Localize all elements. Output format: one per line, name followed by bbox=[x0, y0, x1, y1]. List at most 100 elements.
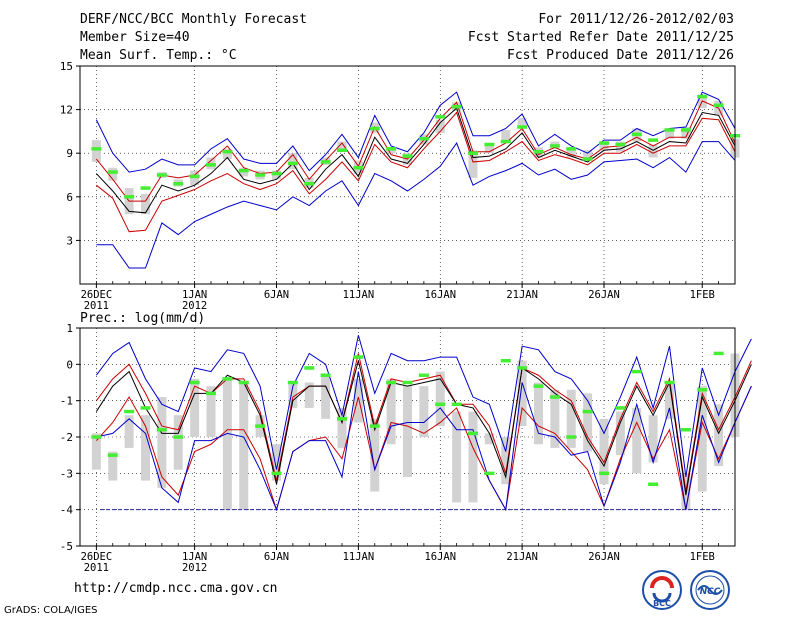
spread-box bbox=[272, 444, 281, 481]
spread-box bbox=[141, 193, 150, 215]
y-tick-label: 6 bbox=[66, 191, 73, 204]
spread-box bbox=[452, 411, 462, 503]
spread-box bbox=[435, 371, 445, 427]
spread-box bbox=[206, 386, 216, 437]
spread-box bbox=[403, 386, 412, 477]
spread-box bbox=[697, 97, 707, 109]
series-min-line bbox=[96, 141, 736, 269]
spread-box bbox=[288, 153, 298, 170]
spread-box bbox=[648, 415, 658, 463]
spread-box bbox=[599, 141, 609, 151]
spread-box bbox=[665, 382, 674, 419]
x-tick-label: 21JAN bbox=[506, 289, 538, 301]
logos: BCC NCC bbox=[642, 570, 730, 610]
x-tick-label: 21JAN bbox=[506, 551, 538, 563]
series-mean-line bbox=[96, 107, 736, 214]
spread-box bbox=[648, 144, 658, 158]
spread-box bbox=[632, 407, 642, 474]
series-upper-line bbox=[95, 100, 736, 202]
spread-box bbox=[419, 386, 429, 437]
spread-box bbox=[501, 129, 511, 144]
spread-box bbox=[141, 415, 150, 481]
variable-label: Mean Surf. Temp.: °C bbox=[80, 48, 237, 63]
spread-box bbox=[665, 129, 674, 139]
y-tick-label: -2 bbox=[60, 431, 73, 444]
spread-box bbox=[370, 418, 380, 492]
x-tick-label: 11JAN bbox=[343, 289, 375, 301]
spread-box bbox=[468, 150, 478, 178]
spread-box bbox=[550, 389, 560, 448]
spread-box bbox=[353, 378, 363, 423]
x-tick-label: 1JAN bbox=[182, 551, 207, 563]
spread-box bbox=[288, 382, 298, 408]
series-lower-line bbox=[96, 111, 736, 233]
y-tick-label: -1 bbox=[60, 395, 73, 408]
series-max-line bbox=[95, 91, 736, 173]
spread-box bbox=[484, 433, 494, 445]
spread-box bbox=[615, 411, 625, 456]
spread-box bbox=[222, 148, 232, 160]
x-tick-label: 6JAN bbox=[264, 289, 289, 301]
spread-box bbox=[468, 411, 478, 503]
spread-box bbox=[484, 144, 494, 154]
x-tick-label: 16JAN bbox=[424, 289, 456, 301]
x-tick-label: 1FEB bbox=[690, 289, 715, 301]
started-date: Fcst Started Refer Date 2011/12/25 bbox=[467, 30, 734, 45]
spread-box bbox=[157, 397, 167, 488]
y-tick-label: 3 bbox=[66, 234, 73, 247]
x-tick-label: 26DEC bbox=[81, 551, 113, 563]
series-mean-line bbox=[95, 360, 752, 496]
spread-box bbox=[337, 407, 347, 448]
series-max-line bbox=[95, 335, 752, 478]
plot-frame bbox=[79, 65, 736, 285]
y-tick-label: 12 bbox=[60, 104, 73, 117]
spread-box bbox=[714, 404, 724, 467]
x-tick-label: 16JAN bbox=[424, 551, 456, 563]
ncc-logo: NCC bbox=[690, 570, 730, 610]
forecast-period: For 2011/12/26-2012/02/03 bbox=[538, 12, 734, 27]
spread-box bbox=[697, 386, 707, 492]
precip-panel-label: Prec.: log(mm/d) bbox=[80, 311, 206, 326]
spread-box bbox=[321, 375, 331, 419]
spread-box bbox=[91, 140, 101, 162]
spread-box bbox=[222, 378, 232, 510]
y-tick-label: 9 bbox=[66, 147, 73, 160]
series-lower-line bbox=[96, 385, 752, 512]
spread-box bbox=[583, 150, 593, 160]
produced-date: Fcst Produced Date 2011/12/26 bbox=[507, 48, 734, 63]
spread-box bbox=[108, 167, 118, 181]
spread-box bbox=[239, 382, 249, 510]
x-tick-sublabel: 2012 bbox=[182, 300, 207, 312]
y-tick-label: -5 bbox=[60, 540, 73, 553]
x-tick-label: 6JAN bbox=[264, 551, 289, 563]
x-tick-label: 26DEC bbox=[81, 289, 113, 301]
source-url[interactable]: http://cmdp.ncc.cma.gov.cn bbox=[74, 581, 278, 596]
bcc-logo: BCC bbox=[642, 570, 682, 610]
spread-box bbox=[566, 147, 576, 158]
bcc-logo-text: BCC bbox=[653, 599, 671, 608]
spread-box bbox=[501, 437, 511, 485]
y-tick-label: 0 bbox=[66, 358, 73, 371]
x-tick-label: 26JAN bbox=[588, 551, 620, 563]
spread-box bbox=[517, 360, 527, 427]
spread-box bbox=[435, 119, 445, 133]
x-tick-label: 11JAN bbox=[343, 551, 375, 563]
series-upper-line bbox=[95, 353, 752, 492]
spread-box bbox=[108, 451, 118, 481]
spread-box bbox=[91, 433, 101, 470]
spread-box bbox=[681, 127, 691, 139]
x-tick-label: 1FEB bbox=[690, 551, 715, 563]
spread-box bbox=[337, 141, 347, 151]
y-tick-label: -3 bbox=[60, 467, 73, 480]
spread-box bbox=[190, 378, 200, 437]
spread-box bbox=[583, 393, 593, 452]
spread-box bbox=[566, 389, 576, 448]
spread-box bbox=[517, 118, 527, 128]
spread-box bbox=[599, 418, 609, 485]
ncc-logo-text: NCC bbox=[700, 587, 721, 597]
x-tick-sublabel: 2011 bbox=[84, 300, 109, 312]
chart-title: DERF/NCC/BCC Monthly Forecast bbox=[80, 12, 307, 27]
